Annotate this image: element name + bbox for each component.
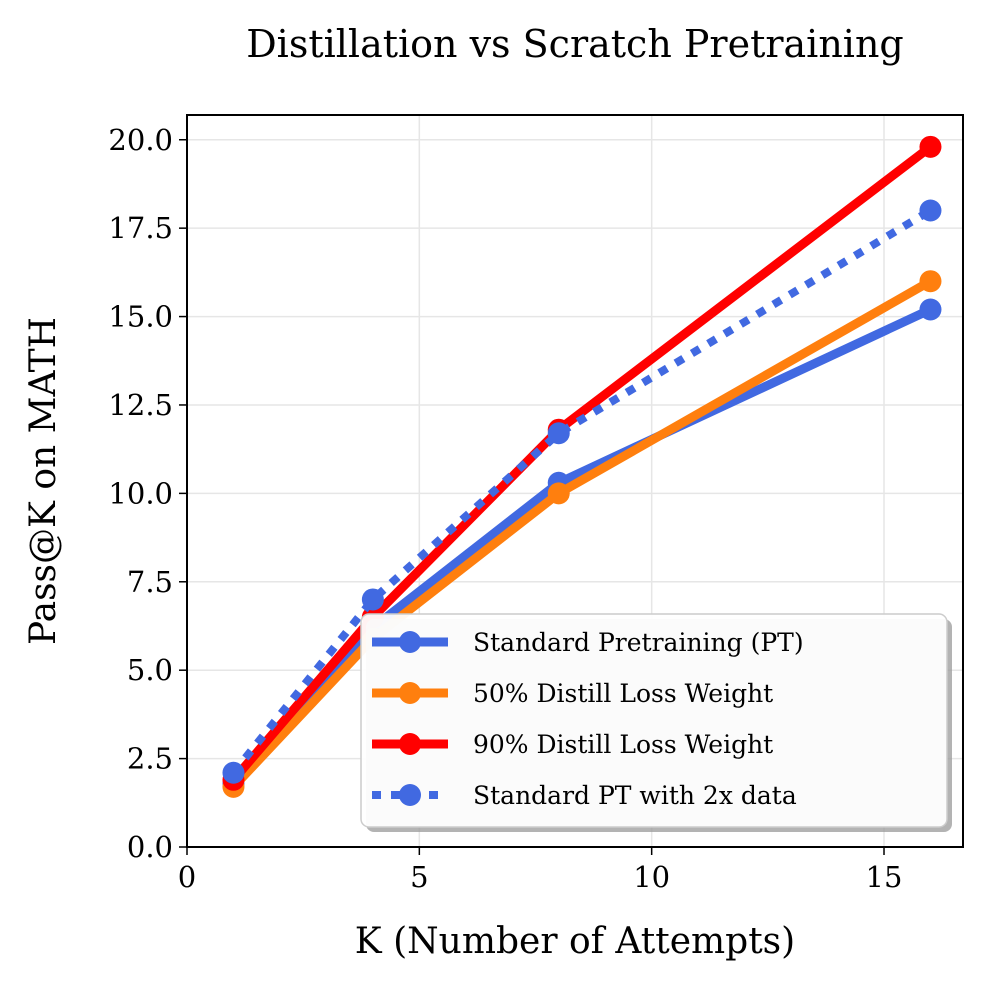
legend-entry: 50% Distill Loss Weight (372, 679, 773, 708)
plot-frame (186, 114, 964, 848)
y-tick-label: 0.0 (127, 830, 173, 864)
y-axis: 0.0 2.5 5.0 7.5 10.0 12.5 15.0 17.5 20.0 (108, 123, 187, 864)
series-point (919, 199, 942, 222)
legend-entry: Standard PT with 2x data (372, 781, 797, 810)
y-axis-label: Pass@K on MATH (23, 317, 64, 645)
series-line (230, 143, 934, 783)
legend-label: Standard Pretraining (PT) (473, 628, 804, 657)
legend-label: 90% Distill Loss Weight (473, 730, 773, 759)
y-tick-label: 7.5 (127, 565, 173, 599)
y-tick-label: 17.5 (108, 211, 173, 245)
x-tick-label: 0 (178, 860, 196, 894)
x-axis-label: K (Number of Attempts) (355, 921, 795, 962)
legend-marker (399, 682, 421, 704)
series-line (230, 207, 933, 776)
series-point (919, 298, 942, 321)
legend-marker (399, 631, 421, 653)
y-tick-label: 12.5 (108, 388, 173, 422)
series-point (361, 588, 384, 611)
legend-entry: Standard Pretraining (PT) (372, 628, 804, 657)
legend-entry: 90% Distill Loss Weight (372, 730, 773, 759)
legend-box (360, 613, 948, 828)
legend-marker (399, 784, 421, 806)
series-line (230, 277, 933, 790)
series-point (222, 761, 245, 784)
x-tick-label: 15 (866, 860, 903, 894)
y-tick-label: 15.0 (108, 300, 173, 334)
y-tick-label: 2.5 (127, 742, 173, 776)
x-tick-label: 10 (633, 860, 670, 894)
legend-marker (399, 733, 421, 755)
series-4 (222, 199, 942, 784)
series-point (547, 482, 570, 505)
legend-label: Standard PT with 2x data (473, 781, 797, 810)
legend-label: 50% Distill Loss Weight (473, 679, 773, 708)
chart-title: Distillation vs Scratch Pretraining (246, 22, 904, 66)
legend-entries: Standard Pretraining (PT) 50% Distill Los… (372, 628, 804, 810)
series-line (230, 305, 933, 787)
series-point (919, 270, 942, 293)
series-point (919, 135, 942, 158)
x-axis: 0 5 10 15 (178, 847, 903, 894)
series-point (547, 422, 570, 445)
y-tick-label: 10.0 (108, 476, 173, 510)
x-tick-label: 5 (410, 860, 428, 894)
series-layer (222, 135, 942, 798)
legend: Standard Pretraining (PT) 50% Distill Los… (360, 613, 952, 832)
y-tick-label: 20.0 (108, 123, 173, 157)
y-tick-label: 5.0 (127, 653, 173, 687)
